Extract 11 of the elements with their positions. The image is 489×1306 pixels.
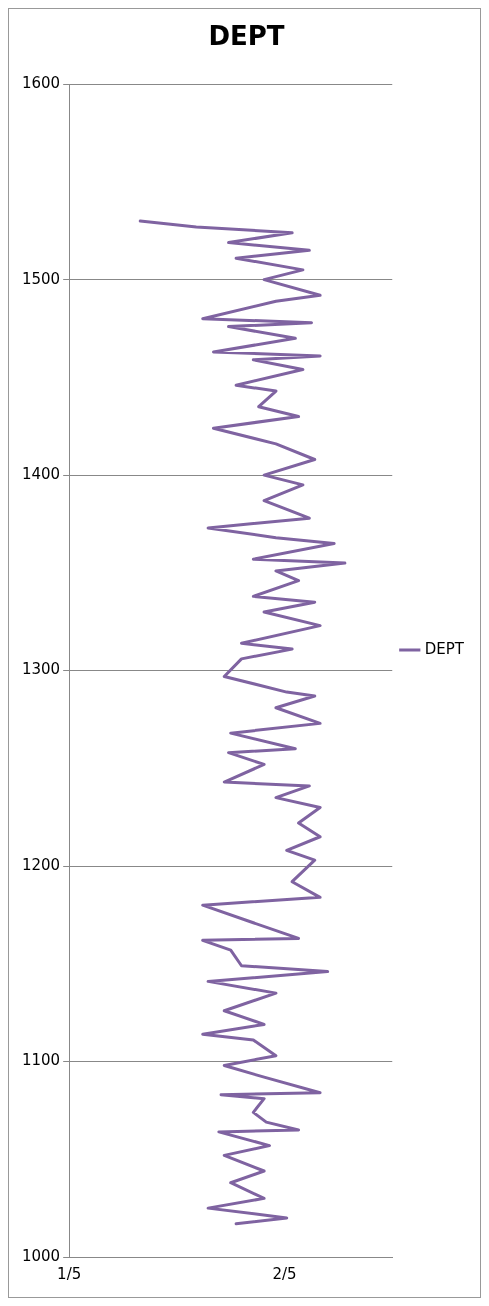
- x-tick-label: 2/5: [272, 1264, 297, 1283]
- legend-label: DEPT: [424, 639, 465, 658]
- y-tick-label: 1300: [21, 660, 61, 679]
- y-tick-label: 1600: [21, 74, 61, 93]
- y-tick-label: 1000: [21, 1246, 61, 1265]
- y-tick-label: 1500: [21, 269, 61, 288]
- chart-title: DEPT: [208, 21, 285, 52]
- x-tick-label: 1/5: [57, 1264, 82, 1283]
- y-tick-label: 1400: [21, 465, 61, 484]
- y-tick-label: 1200: [21, 855, 61, 874]
- y-tick-label: 1100: [21, 1051, 61, 1070]
